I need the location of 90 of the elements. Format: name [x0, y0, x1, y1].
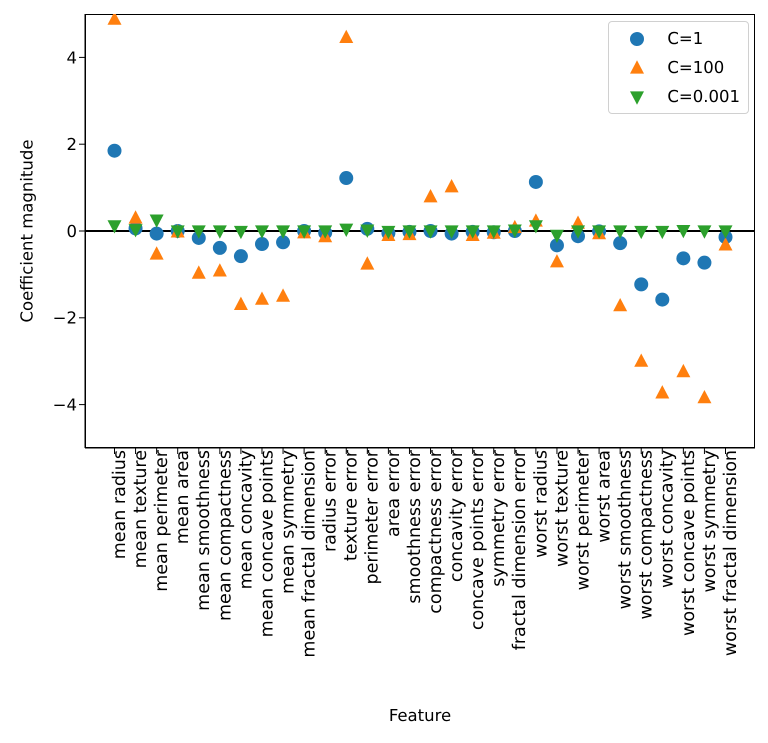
point	[718, 225, 733, 239]
y-tick-label: 4	[66, 48, 77, 68]
y-tick-label: 0	[66, 222, 77, 241]
point	[276, 235, 290, 250]
x-tick-label: mean compactness	[215, 450, 236, 621]
y-tick-label: −2	[52, 308, 77, 328]
point	[550, 230, 564, 244]
point	[212, 240, 227, 255]
x-tick-label: mean concave points	[257, 450, 278, 638]
y-axis-title: Coefficient magnitude	[18, 140, 36, 322]
point	[360, 224, 374, 238]
point	[107, 220, 122, 234]
x-tick-label: worst smoothness	[616, 450, 636, 610]
point	[697, 225, 712, 239]
point	[634, 226, 648, 240]
x-tick-label: worst symmetry	[700, 450, 720, 593]
point	[697, 256, 712, 270]
x-tick-label: mean radius	[110, 450, 130, 560]
point	[676, 364, 690, 378]
point	[655, 292, 670, 307]
point	[150, 226, 164, 241]
point	[339, 224, 354, 237]
point	[234, 249, 248, 264]
point	[128, 210, 143, 224]
point	[212, 225, 227, 239]
x-axis-title: Feature	[388, 706, 452, 725]
point	[150, 214, 164, 228]
x-tick-label: worst compactness	[636, 450, 657, 620]
point	[276, 225, 290, 239]
x-tick-label: worst area	[594, 450, 615, 543]
point	[528, 174, 543, 189]
x-tick-label: compactness error	[426, 449, 446, 614]
x-tick-label: mean area	[173, 450, 194, 544]
x-tick-label: mean symmetry	[278, 450, 298, 594]
legend-label: C=100	[667, 58, 724, 77]
x-tick-label: worst radius	[531, 450, 552, 558]
point	[697, 390, 712, 404]
x-tick-label: smoothness error	[404, 449, 425, 604]
legend-label: C=1	[667, 29, 704, 48]
x-tick-label: worst texture	[552, 450, 572, 567]
point	[550, 254, 564, 268]
point	[150, 246, 164, 260]
point	[360, 256, 374, 270]
point	[339, 171, 354, 186]
point	[571, 225, 586, 239]
point	[550, 238, 564, 252]
x-tick-label: worst perimeter	[573, 449, 594, 590]
x-tick-label: mean texture	[130, 450, 151, 568]
legend-label: C=0.001	[667, 87, 740, 106]
x-tick-label: mean fractal dimension	[300, 450, 320, 658]
x-tick-label: worst concavity	[658, 450, 678, 588]
point	[613, 225, 628, 239]
x-tick-label: texture error	[342, 449, 362, 562]
point	[528, 220, 543, 234]
x-tick-label: area error	[384, 449, 404, 537]
point	[254, 237, 269, 252]
point	[613, 236, 628, 250]
x-tick-label: perimeter error	[362, 449, 383, 584]
point	[634, 354, 648, 367]
y-tick-label: 2	[66, 135, 77, 154]
x-tick-label: worst fractal dimension	[720, 450, 741, 656]
point	[212, 263, 227, 277]
point	[254, 225, 269, 239]
point	[107, 144, 122, 158]
point	[613, 298, 628, 312]
point	[444, 179, 459, 192]
x-tick-label: concave points error	[468, 449, 488, 630]
x-tick-label: radius error	[320, 449, 341, 552]
x-tick-label: worst concave points	[678, 450, 699, 636]
point	[192, 225, 206, 239]
point	[128, 224, 143, 238]
point	[655, 385, 670, 398]
x-tick-label: mean smoothness	[194, 450, 214, 611]
x-tick-label: concavity error	[447, 449, 468, 582]
point	[718, 237, 733, 250]
point	[192, 265, 206, 279]
point	[276, 288, 290, 302]
point	[676, 251, 690, 266]
point	[676, 224, 690, 238]
x-tick-label: mean concavity	[236, 450, 256, 590]
point	[634, 277, 648, 292]
point	[234, 226, 248, 240]
x-tick-label: fractal dimension error	[510, 449, 530, 650]
point	[655, 226, 670, 240]
x-tick-label: symmetry error	[489, 449, 510, 587]
point	[254, 291, 269, 305]
point	[234, 296, 248, 310]
x-tick-label: mean perimeter	[152, 449, 172, 592]
point	[424, 189, 438, 202]
y-tick-label: −4	[52, 395, 77, 414]
